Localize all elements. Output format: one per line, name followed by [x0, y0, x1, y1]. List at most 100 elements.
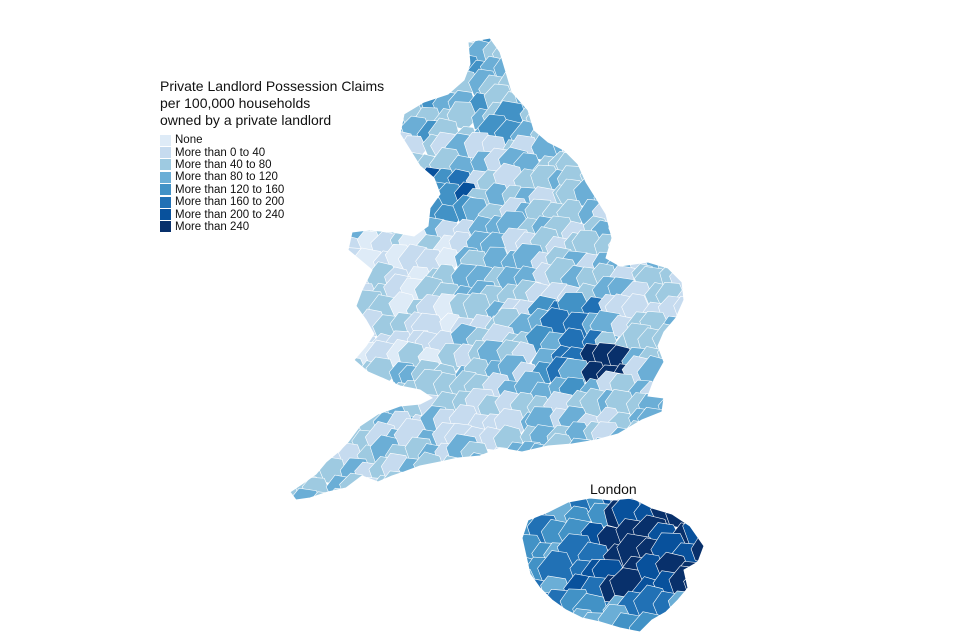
- area-region: [326, 487, 354, 500]
- area-region: [563, 460, 594, 489]
- area-region: [560, 114, 592, 145]
- area-region: [706, 537, 740, 570]
- area-region: [589, 167, 623, 199]
- area-region: [612, 634, 642, 640]
- area-region: [669, 99, 684, 133]
- area-region: [339, 488, 374, 500]
- legend-item: More than 120 to 160: [160, 184, 384, 196]
- area-region: [526, 633, 553, 640]
- area-region: [464, 466, 501, 500]
- area-region: [290, 38, 317, 64]
- area-region: [514, 474, 541, 499]
- area-region: [643, 197, 671, 224]
- area-region: [321, 264, 348, 288]
- area-region: [439, 57, 467, 84]
- area-region: [658, 365, 684, 391]
- area-region: [290, 233, 323, 265]
- area-region: [542, 630, 580, 632]
- area-region: [338, 392, 364, 417]
- area-region: [640, 51, 670, 80]
- area-region: [645, 444, 671, 469]
- area-region: [400, 39, 435, 72]
- legend-item: More than 40 to 80: [160, 159, 384, 171]
- legend-items: None More than 0 to 40 More than 40 to 80 M…: [160, 134, 384, 233]
- area-region: [692, 220, 718, 245]
- area-region: [675, 149, 684, 184]
- area-region: [397, 484, 428, 500]
- area-region: [290, 265, 298, 291]
- area-region: [512, 483, 548, 500]
- area-region: [673, 333, 684, 358]
- area-region: [669, 42, 684, 69]
- area-region: [576, 138, 607, 168]
- area-region: [688, 36, 718, 66]
- legend-item: More than 80 to 120: [160, 171, 384, 183]
- area-region: [650, 465, 684, 499]
- area-region: [683, 346, 684, 377]
- area-region: [545, 610, 574, 632]
- area-region: [423, 479, 448, 500]
- area-region: [323, 364, 349, 389]
- area-region: [478, 475, 507, 500]
- area-region: [510, 50, 545, 83]
- area-region: [398, 61, 425, 86]
- area-region: [663, 76, 684, 100]
- legend-swatch: [160, 184, 171, 196]
- area-region: [290, 400, 325, 434]
- area-region: [622, 135, 658, 170]
- legend-label: More than 40 to 80: [175, 158, 272, 171]
- area-region: [327, 410, 354, 435]
- area-region: [526, 57, 557, 85]
- area-region: [324, 378, 356, 407]
- area-region: [303, 249, 339, 282]
- area-region: [668, 54, 684, 85]
- area-region: [291, 280, 324, 309]
- area-region: [614, 44, 641, 70]
- area-region: [675, 471, 684, 500]
- legend-item: More than 240: [160, 221, 384, 233]
- area-region: [369, 56, 395, 80]
- area-region: [290, 392, 324, 424]
- area-region: [480, 454, 507, 479]
- legend-label: More than 160 to 200: [175, 196, 285, 209]
- legend-label: None: [175, 134, 203, 147]
- area-region: [404, 178, 437, 209]
- area-region: [644, 216, 674, 244]
- area-region: [290, 462, 297, 486]
- area-region: [508, 38, 543, 56]
- area-region: [591, 54, 625, 86]
- area-region: [684, 405, 715, 434]
- area-region: [629, 443, 660, 472]
- area-region: [304, 298, 334, 328]
- area-region: [389, 71, 415, 95]
- area-region: [695, 425, 719, 449]
- area-region: [291, 442, 322, 471]
- area-region: [516, 74, 548, 103]
- area-region: [708, 498, 741, 527]
- legend-item: None: [160, 134, 384, 146]
- area-region: [386, 487, 417, 500]
- area-region: [382, 38, 418, 57]
- area-region: [291, 357, 319, 383]
- area-region: [290, 391, 302, 423]
- map-legend: Private Landlord Possession Claims per 1…: [160, 78, 384, 233]
- area-region: [661, 42, 684, 69]
- area-region: [395, 470, 427, 500]
- area-region: [307, 377, 336, 404]
- area-region: [638, 107, 670, 136]
- area-region: [646, 174, 672, 199]
- area-region: [290, 38, 323, 55]
- area-region: [654, 199, 684, 229]
- area-region: [305, 38, 340, 67]
- legend-swatch: [160, 196, 171, 208]
- area-region: [290, 310, 307, 342]
- area-region: [655, 411, 684, 437]
- area-region: [642, 472, 673, 500]
- area-region: [690, 105, 721, 134]
- area-region: [563, 74, 597, 106]
- area-region: [675, 359, 684, 386]
- area-region: [529, 70, 565, 104]
- area-region: [435, 38, 468, 66]
- area-region: [693, 26, 724, 55]
- area-region: [625, 167, 660, 200]
